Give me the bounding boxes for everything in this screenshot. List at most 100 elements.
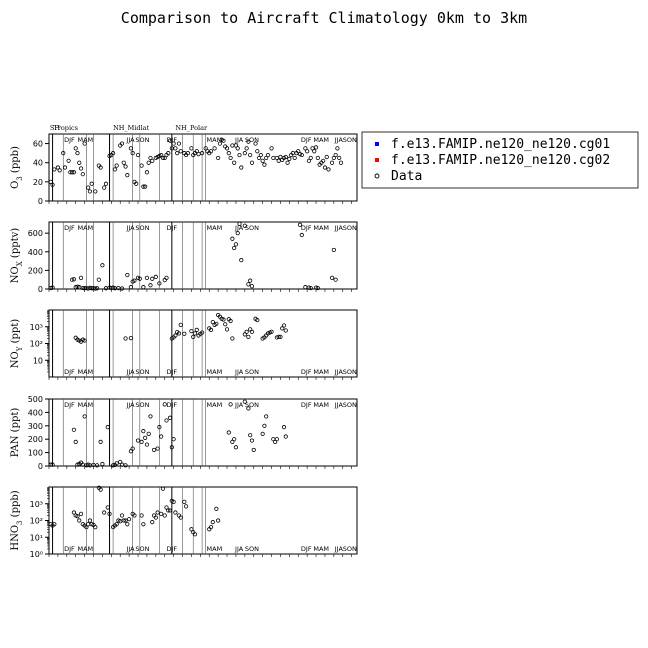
data-point <box>107 511 112 516</box>
panel-hno3: DJF MAM JJA SON DJF MAM JJA SON DJF MAM JJA SON10⁰1… <box>10 485 358 559</box>
legend-marker <box>375 158 379 162</box>
data-point <box>315 155 320 161</box>
season-label: SON <box>245 224 259 232</box>
data-point <box>214 506 219 511</box>
chart-title: Comparison to Aircraft Climatology 0km t… <box>121 9 527 27</box>
season-label: JJA <box>234 224 244 232</box>
data-point <box>162 513 167 518</box>
data-point <box>235 146 240 151</box>
data-point <box>265 152 271 158</box>
data-point <box>50 285 55 290</box>
y-axis-label: HNO3 (ppb) <box>10 490 24 550</box>
season-label: DJF <box>64 545 75 553</box>
season-label: MAM <box>313 368 329 376</box>
data-point <box>216 155 221 161</box>
season-label: DJF <box>301 224 312 232</box>
data-point <box>171 141 176 146</box>
data-point <box>121 518 126 523</box>
data-point <box>260 158 265 163</box>
legend-label: Data <box>391 169 422 184</box>
data-point <box>192 532 198 537</box>
data-point <box>329 160 335 165</box>
data-point <box>128 146 133 151</box>
y-tick-label: 200 <box>28 435 43 444</box>
season-label: SON <box>245 545 259 553</box>
data-point <box>89 181 94 186</box>
data-point <box>244 146 249 151</box>
data-point <box>283 434 288 439</box>
data-point <box>251 447 256 453</box>
y-tick-label: 10³ <box>30 500 43 509</box>
data-point <box>326 167 331 172</box>
data-point <box>185 151 190 156</box>
data-point <box>73 439 78 444</box>
data-point <box>178 322 183 327</box>
y-tick-label: 20 <box>33 178 43 187</box>
data-point <box>176 141 182 146</box>
data-point <box>62 165 68 170</box>
data-point <box>119 141 125 146</box>
data-point <box>50 462 55 467</box>
data-point <box>105 425 110 430</box>
data-point <box>125 522 130 527</box>
data-point <box>331 247 336 253</box>
data-point <box>230 143 235 148</box>
data-point <box>200 151 205 156</box>
data-point <box>70 277 75 282</box>
data-point <box>237 152 242 158</box>
data-point <box>173 146 178 151</box>
data-point <box>212 146 217 151</box>
season-label: SON <box>245 136 259 144</box>
data-point <box>208 525 214 530</box>
data-point <box>306 158 312 163</box>
y-tick-label: 10¹ <box>30 533 43 542</box>
legend-label: f.e13.FAMIP.ne120_ne120.cg02 <box>391 153 610 168</box>
data-point <box>157 425 162 430</box>
data-point <box>283 154 288 160</box>
data-point <box>224 146 230 151</box>
season-label: MAM <box>313 545 329 553</box>
data-point <box>269 146 274 151</box>
data-point <box>246 139 251 144</box>
data-point <box>123 518 128 523</box>
season-label: MAM <box>313 136 329 144</box>
data-point <box>132 513 137 518</box>
panel-noy: DJF MAM JJA SON DJF MAM JJA SON DJF MAM JJA SON1010… <box>10 309 358 380</box>
data-point <box>242 399 247 404</box>
data-point <box>269 329 274 334</box>
y-tick-label: 200 <box>28 266 43 275</box>
data-point <box>71 510 77 515</box>
data-point <box>280 326 285 331</box>
data-point <box>48 462 53 467</box>
data-point <box>303 285 308 290</box>
panel-frame <box>48 309 358 378</box>
season-label: JJA <box>334 401 344 409</box>
data-point <box>313 145 319 150</box>
y-tick-label: 10⁰ <box>30 550 43 559</box>
data-point <box>50 182 55 187</box>
season-label: MAM <box>77 545 93 553</box>
region-label: SH <box>50 124 60 132</box>
data-point <box>246 282 251 287</box>
data-point <box>71 427 77 432</box>
season-label: SON <box>135 401 149 409</box>
data-point <box>105 505 110 510</box>
data-point <box>333 152 338 158</box>
y-tick-label: 0 <box>38 285 43 294</box>
data-point <box>130 446 135 451</box>
legend: f.e13.FAMIP.ne120_ne120.cg01f.e13.FAMIP.… <box>361 131 639 189</box>
y-tick-label: 40 <box>33 159 43 168</box>
data-point <box>203 146 208 151</box>
data-point <box>189 146 194 151</box>
data-point <box>239 165 244 170</box>
data-point <box>84 525 89 530</box>
data-point <box>137 276 142 281</box>
data-point <box>102 185 107 190</box>
data-point <box>189 328 194 334</box>
data-point <box>299 232 304 238</box>
data-point <box>96 277 101 282</box>
data-point <box>98 165 103 170</box>
region-label: NH_Midlat <box>113 124 149 132</box>
data-point <box>87 518 93 523</box>
data-point <box>214 321 219 326</box>
